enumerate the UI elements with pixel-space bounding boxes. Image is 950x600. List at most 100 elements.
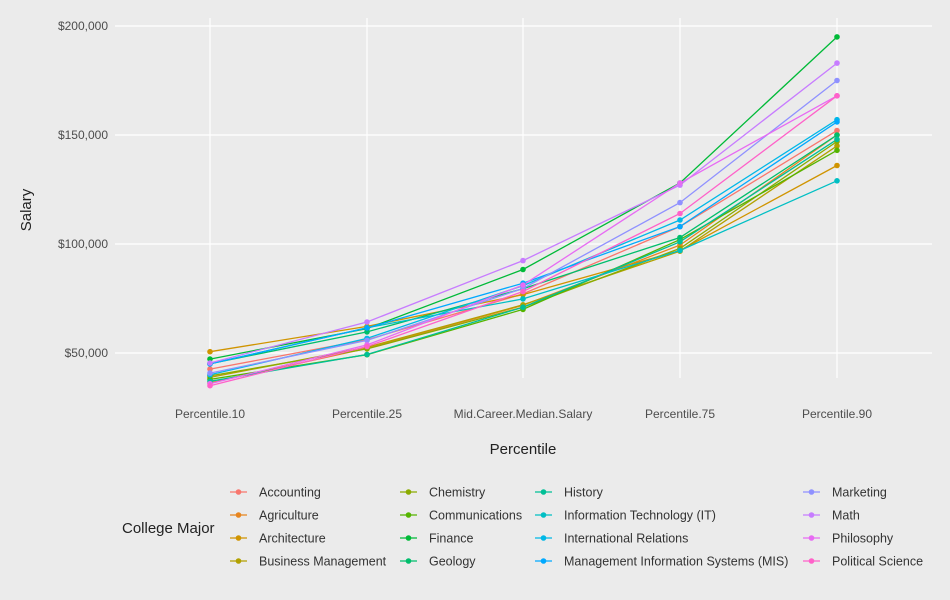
legend-title: College Major	[122, 520, 215, 537]
legend-key-point	[808, 535, 815, 541]
legend-item: Chemistry	[400, 486, 486, 500]
legend-item: Information Technology (IT)	[535, 509, 716, 523]
data-point	[364, 319, 370, 325]
legend-item: Math	[803, 509, 860, 523]
x-tick-label: Percentile.90	[802, 407, 872, 421]
data-point	[520, 266, 526, 273]
legend-item: Management Information Systems (MIS)	[535, 555, 788, 569]
data-point	[834, 77, 840, 84]
legend-key-point	[405, 489, 412, 495]
data-point	[677, 180, 683, 186]
data-point	[207, 360, 213, 366]
y-tick-label: $150,000	[58, 128, 108, 142]
legend-key-point	[540, 558, 547, 564]
legend-label: Philosophy	[832, 532, 894, 546]
data-point	[834, 136, 840, 143]
legend-item: Finance	[400, 532, 474, 546]
data-point	[834, 143, 840, 149]
legend-item: Accounting	[230, 486, 321, 500]
legend-key-point	[235, 512, 242, 518]
legend-label: Communications	[429, 509, 522, 523]
legend-item: Architecture	[230, 532, 326, 546]
x-axis-title: Percentile	[490, 441, 557, 458]
legend-item: Geology	[400, 555, 476, 569]
legend-item: Philosophy	[803, 532, 894, 546]
data-point	[207, 348, 213, 355]
grid-lines	[115, 18, 932, 378]
legend-label: International Relations	[564, 532, 688, 546]
data-point	[520, 288, 526, 295]
legend-label: Management Information Systems (MIS)	[564, 555, 788, 569]
legend-label: Architecture	[259, 532, 326, 546]
data-point	[677, 217, 683, 223]
legend-item: Business Management	[230, 555, 387, 569]
data-point	[834, 178, 840, 184]
x-tick-label: Mid.Career.Median.Salary	[454, 407, 593, 421]
data-point	[677, 247, 683, 254]
x-tick-label: Percentile.75	[645, 407, 715, 421]
legend-key-point	[235, 535, 242, 541]
legend-label: Agriculture	[259, 509, 319, 523]
data-point	[677, 210, 683, 217]
data-point	[207, 356, 213, 362]
legend-key-point	[540, 489, 547, 495]
legend-key-point	[540, 512, 547, 518]
legend-key-point	[808, 489, 815, 495]
data-point	[207, 370, 213, 376]
data-point	[834, 147, 840, 154]
data-point	[834, 60, 840, 66]
data-point	[677, 223, 683, 230]
legend-label: Geology	[429, 555, 476, 569]
data-point	[364, 337, 370, 344]
legend-key-point	[405, 512, 412, 518]
legend-item: International Relations	[535, 532, 688, 546]
legend-item: Political Science	[803, 555, 923, 569]
series-points	[207, 34, 840, 389]
legend-label: Information Technology (IT)	[564, 509, 716, 523]
legend-item: Agriculture	[230, 509, 319, 523]
data-point	[834, 119, 840, 125]
data-point	[207, 382, 213, 389]
legend-item: History	[535, 486, 604, 500]
legend-label: Accounting	[259, 486, 321, 500]
legend-label: Math	[832, 509, 860, 523]
x-tick-label: Percentile.10	[175, 407, 245, 421]
y-axis-ticks: $50,000 $100,000 $150,000 $200,000	[58, 19, 108, 360]
legend-key-point	[808, 558, 815, 564]
data-point	[520, 296, 526, 302]
y-tick-label: $200,000	[58, 19, 108, 33]
data-point	[364, 343, 370, 350]
data-point	[834, 127, 840, 134]
x-axis-ticks: Percentile.10 Percentile.25 Mid.Career.Med…	[175, 407, 872, 421]
data-point	[207, 366, 213, 372]
legend-label: Chemistry	[429, 486, 486, 500]
y-tick-label: $100,000	[58, 237, 108, 251]
legend-key-point	[235, 489, 242, 495]
data-point	[520, 304, 526, 311]
legend-item: Marketing	[803, 486, 887, 500]
legend-label: Finance	[429, 532, 474, 546]
legend-label: Marketing	[832, 486, 887, 500]
data-point	[834, 132, 840, 138]
legend-item: Communications	[400, 509, 522, 523]
legend: Accounting Agriculture Architecture Busines…	[230, 486, 923, 569]
data-point	[834, 34, 840, 40]
data-point	[520, 282, 526, 288]
legend-key-point	[808, 512, 815, 518]
legend-key-point	[405, 535, 412, 541]
legend-key-point	[540, 535, 547, 541]
data-point	[677, 239, 683, 245]
data-point	[364, 329, 370, 335]
legend-key-point	[235, 558, 242, 564]
data-point	[364, 325, 370, 331]
y-axis-title: Salary	[18, 188, 35, 231]
legend-label: Business Management	[259, 555, 387, 569]
x-tick-label: Percentile.25	[332, 407, 402, 421]
data-point	[520, 257, 526, 264]
legend-label: Political Science	[832, 555, 923, 569]
data-point	[834, 93, 840, 99]
legend-label: History	[564, 486, 604, 500]
data-point	[677, 199, 683, 206]
data-point	[364, 351, 370, 358]
